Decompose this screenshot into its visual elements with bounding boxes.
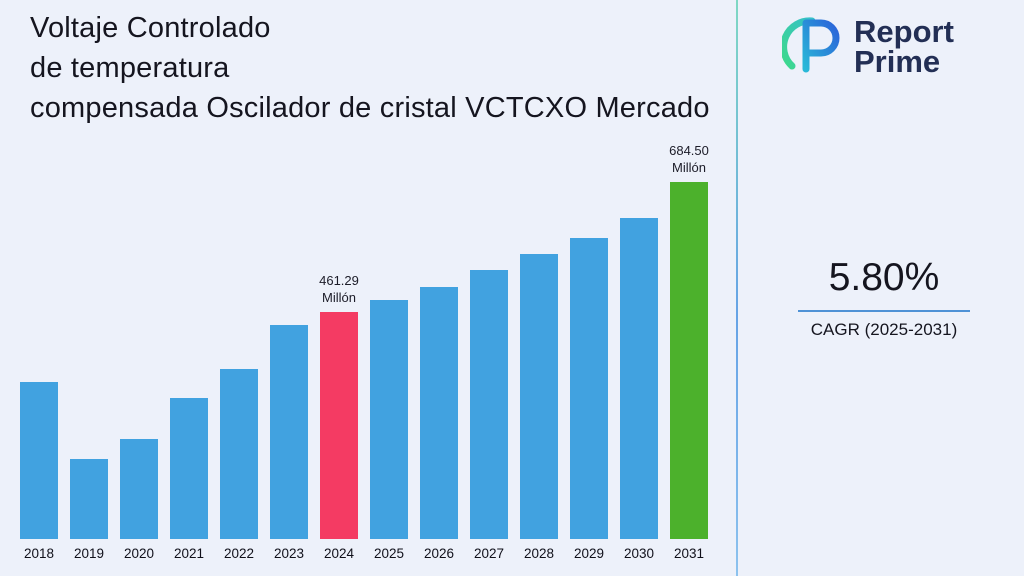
bar-column-2025: 2025	[364, 300, 414, 563]
bar-column-2029: 2029	[564, 238, 614, 563]
bar-2028	[520, 254, 558, 539]
bar-column-2028: 2028	[514, 254, 564, 563]
x-axis-label-2026: 2026	[423, 546, 455, 561]
x-axis-label-2023: 2023	[273, 546, 305, 561]
vertical-divider	[736, 0, 738, 576]
bar-value-label-2031: 684.50 Millón	[669, 143, 709, 176]
bar-2026	[420, 287, 458, 539]
x-axis-label-2029: 2029	[573, 546, 605, 561]
x-axis-label-2025: 2025	[373, 546, 405, 561]
title-line-3: compensada Oscilador de cristal VCTCXO M…	[30, 92, 710, 125]
bar-2029	[570, 238, 608, 539]
logo-word-prime: Prime	[854, 43, 941, 79]
bar-2024	[320, 312, 358, 539]
bar-column-2022: 2022	[214, 369, 264, 563]
bar-column-2019: 2019	[64, 459, 114, 563]
bar-2019	[70, 459, 108, 539]
bar-2022	[220, 369, 258, 539]
report-prime-logo: Report Prime	[780, 12, 954, 81]
bar-column-2024: 461.29 Millón 2024	[314, 273, 364, 563]
cagr-value: 5.80%	[828, 256, 940, 299]
bar-2018	[20, 382, 58, 539]
bar-column-2021: 2021	[164, 398, 214, 563]
bar-column-2027: 2027	[464, 270, 514, 563]
bar-column-2020: 2020	[114, 439, 164, 563]
bar-column-2023: 2023	[264, 325, 314, 563]
x-axis-label-2018: 2018	[23, 546, 55, 561]
x-axis-label-2028: 2028	[523, 546, 555, 561]
cagr-panel: 5.80% CAGR (2025-2031)	[798, 256, 970, 340]
bar-chart: 2018 2019 2020 2021 2022 2023 461.29 Millón 2024…	[14, 143, 714, 563]
bar-value-label-2024: 461.29 Millón	[319, 273, 359, 306]
cagr-underline	[798, 310, 970, 312]
page-title: Voltaje Controlado de temperatura compen…	[30, 8, 710, 128]
x-axis-label-2020: 2020	[123, 546, 155, 561]
x-axis-label-2019: 2019	[73, 546, 105, 561]
bar-2023	[270, 325, 308, 539]
bar-column-2031: 684.50 Millón 2031	[664, 143, 714, 563]
x-axis-label-2021: 2021	[173, 546, 205, 561]
logo-word-report: Report	[854, 14, 954, 50]
x-axis-label-2022: 2022	[223, 546, 255, 561]
bar-2030	[620, 218, 658, 539]
bar-2027	[470, 270, 508, 539]
title-line-2: de temperatura	[30, 52, 230, 85]
bar-2021	[170, 398, 208, 539]
x-axis-label-2030: 2030	[623, 546, 655, 561]
cagr-label: CAGR (2025-2031)	[810, 320, 958, 339]
bar-2025	[370, 300, 408, 539]
x-axis-label-2031: 2031	[673, 546, 705, 561]
title-line-1: Voltaje Controlado	[30, 12, 271, 44]
bar-2031	[670, 182, 708, 539]
bar-column-2026: 2026	[414, 287, 464, 563]
bar-column-2030: 2030	[614, 218, 664, 563]
bar-2020	[120, 439, 158, 539]
x-axis-label-2027: 2027	[473, 546, 505, 561]
x-axis-label-2024: 2024	[323, 546, 355, 561]
bar-column-2018: 2018	[14, 382, 64, 563]
report-prime-logo-icon	[780, 12, 846, 81]
logo-wordmark: Report Prime	[854, 14, 954, 79]
